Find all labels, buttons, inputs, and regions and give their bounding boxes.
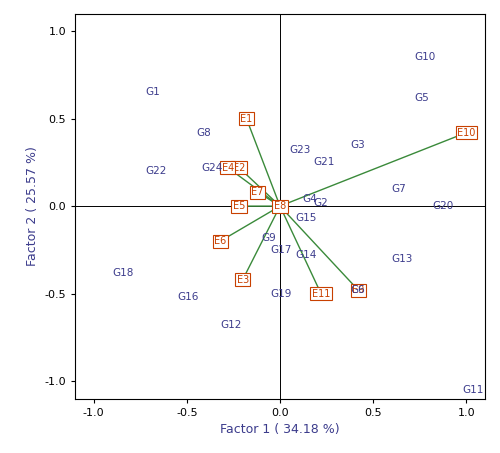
Text: G5: G5 — [414, 92, 429, 102]
Text: G7: G7 — [392, 183, 406, 193]
Text: E4: E4 — [222, 163, 234, 173]
Y-axis label: Factor 2 ( 25.57 %): Factor 2 ( 25.57 %) — [26, 146, 39, 266]
Text: G15: G15 — [295, 213, 316, 223]
Text: G10: G10 — [414, 53, 436, 63]
Text: G19: G19 — [270, 289, 292, 299]
Text: G23: G23 — [290, 145, 310, 155]
Text: G1: G1 — [146, 87, 160, 97]
Text: G4: G4 — [302, 194, 317, 204]
Text: G17: G17 — [270, 245, 292, 255]
Text: E5: E5 — [233, 201, 245, 211]
X-axis label: Factor 1 ( 34.18 %): Factor 1 ( 34.18 %) — [220, 423, 340, 436]
Text: E3: E3 — [236, 275, 249, 284]
Text: G16: G16 — [178, 292, 199, 302]
Text: G21: G21 — [314, 157, 335, 167]
Text: E9: E9 — [352, 285, 364, 295]
Text: G14: G14 — [295, 250, 316, 260]
Text: G20: G20 — [433, 201, 454, 211]
Text: E7: E7 — [252, 187, 264, 197]
Text: E1: E1 — [240, 114, 252, 124]
Text: G12: G12 — [220, 320, 242, 330]
Text: G24: G24 — [202, 163, 223, 173]
Text: E10: E10 — [457, 128, 475, 138]
Text: G13: G13 — [392, 254, 413, 264]
Text: G8: G8 — [196, 128, 211, 138]
Text: G2: G2 — [314, 198, 328, 207]
Text: E6: E6 — [214, 236, 226, 246]
Text: E8: E8 — [274, 201, 286, 211]
Text: G9: G9 — [262, 233, 276, 243]
Text: E2: E2 — [233, 163, 245, 173]
Text: G22: G22 — [146, 166, 167, 176]
Text: E11: E11 — [312, 289, 330, 299]
Text: G11: G11 — [462, 385, 484, 395]
Text: G18: G18 — [112, 268, 134, 278]
Text: G6: G6 — [351, 285, 366, 295]
Text: G3: G3 — [351, 140, 366, 150]
